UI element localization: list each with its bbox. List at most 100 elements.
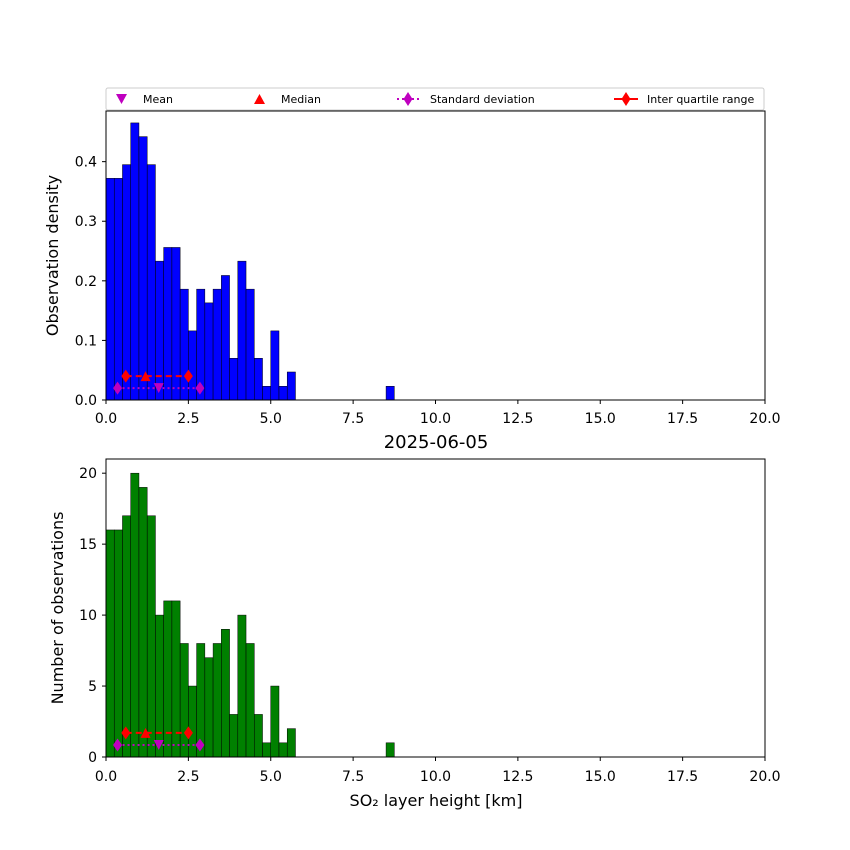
x-tick-label: 12.5 (502, 411, 533, 427)
histogram-bar (262, 742, 272, 758)
y-axis-label: Number of observations (48, 512, 67, 705)
iqr-endpoint-marker (183, 369, 193, 383)
histogram-bar (113, 529, 123, 758)
x-ticks: 0.0 2.5 5.0 7.5 10.0 12.5 15.0 17.5 20.0 (95, 757, 781, 785)
histogram-bar (122, 164, 131, 401)
histogram-bar (270, 330, 280, 401)
x-tick-label: 17.5 (667, 769, 698, 785)
x-tick-label: 7.5 (342, 411, 364, 427)
histogram-bar (385, 386, 395, 401)
mean-marker (153, 739, 164, 750)
x-tick-label: 15.0 (585, 769, 616, 785)
histogram-bars (105, 472, 395, 758)
iqr-endpoint-marker (183, 726, 193, 740)
histogram-bar (221, 275, 230, 401)
std-endpoint-marker (195, 738, 205, 752)
histogram-bar (179, 288, 189, 401)
y-tick-label: 0 (88, 750, 97, 766)
histogram-bar (221, 629, 230, 758)
histogram-bar (105, 178, 115, 401)
legend-label-std: Standard deviation (430, 93, 535, 106)
std-marker-icon (403, 92, 413, 106)
legend-item-iqr: Inter quartile range (614, 92, 754, 106)
histogram-bar (245, 643, 255, 758)
x-tick-label: 20.0 (749, 411, 780, 427)
x-ticks: 0.0 2.5 5.0 7.5 10.0 12.5 15.0 17.5 20.0 (95, 400, 781, 427)
y-ticks: 0.0 0.1 0.2 0.3 0.4 (75, 155, 106, 409)
y-tick-label: 0.4 (75, 155, 97, 171)
histogram-bar (254, 714, 263, 758)
x-tick-label: 17.5 (667, 411, 698, 427)
y-tick-label: 15 (79, 537, 97, 553)
histogram-bar (130, 472, 140, 758)
density-histogram-panel: Observation density 0.0 2.5 5.0 7.5 10.0 12.5… (43, 110, 781, 427)
histogram-bar (278, 742, 288, 758)
std-endpoint-marker (113, 738, 123, 752)
histogram-bar (179, 643, 189, 758)
y-tick-label: 20 (79, 466, 97, 482)
y-tick-label: 10 (79, 608, 97, 624)
histogram-bar (130, 122, 140, 401)
x-tick-label: 10.0 (420, 769, 451, 785)
histogram-bar (278, 386, 288, 401)
mean-marker (153, 383, 164, 394)
x-tick-label: 5.0 (260, 411, 282, 427)
y-tick-label: 0.1 (75, 333, 97, 349)
legend-frame (105, 87, 765, 111)
x-tick-label: 15.0 (585, 411, 616, 427)
x-tick-label: 12.5 (502, 769, 533, 785)
x-tick-label: 0.0 (95, 769, 117, 785)
median-marker-icon (254, 94, 265, 104)
histogram-bar (212, 643, 222, 758)
histogram-bar (237, 260, 247, 401)
x-tick-label: 2.5 (177, 769, 199, 785)
x-tick-label: 0.0 (95, 411, 117, 427)
histogram-bar (146, 164, 156, 401)
std-endpoint-marker (113, 381, 123, 395)
median-marker (140, 727, 151, 738)
y-ticks: 0 5 10 15 20 (79, 466, 106, 766)
y-tick-label: 0.0 (75, 393, 97, 409)
histogram-bar (262, 386, 272, 401)
histogram-bar (254, 358, 263, 401)
histogram-bar (188, 685, 197, 758)
histogram-bar (188, 330, 197, 401)
histogram-bar (113, 178, 123, 401)
histogram-bar (138, 136, 148, 401)
statistics-overlay (113, 726, 205, 752)
iqr-marker-icon (621, 92, 631, 106)
statistics-overlay (113, 369, 205, 395)
x-axis-label: SO₂ layer height [km] (350, 791, 523, 810)
histogram-bar (229, 714, 239, 758)
panel-title: 2025-06-05 (384, 432, 489, 453)
legend-label-iqr: Inter quartile range (647, 93, 754, 106)
y-tick-label: 5 (88, 679, 97, 695)
histogram-bar (286, 371, 296, 401)
count-histogram-panel: 2025-06-05 Number of observations SO₂ la… (48, 432, 781, 810)
histogram-bars (105, 122, 395, 401)
x-tick-label: 2.5 (177, 411, 199, 427)
x-tick-label: 10.0 (420, 411, 451, 427)
y-axis-label: Observation density (43, 175, 62, 336)
iqr-endpoint-marker (121, 726, 131, 740)
legend-item-median: Median (254, 93, 321, 106)
legend-label-mean: Mean (143, 93, 173, 106)
histogram-bar (122, 515, 131, 758)
mean-marker-icon (116, 94, 127, 104)
histogram-bar (105, 529, 115, 758)
x-tick-label: 7.5 (342, 769, 364, 785)
histogram-bar (146, 515, 156, 758)
legend-item-std: Standard deviation (397, 92, 535, 106)
iqr-endpoint-marker (121, 369, 131, 383)
histogram-bar (229, 358, 239, 401)
histogram-bar (286, 728, 296, 758)
histogram-bar (212, 288, 222, 401)
histogram-bar (204, 657, 214, 758)
histogram-bar (245, 288, 255, 401)
histogram-bar (237, 614, 247, 758)
y-tick-label: 0.2 (75, 274, 97, 290)
histogram-bar (138, 487, 148, 758)
histogram-bar (385, 742, 395, 758)
median-marker (140, 371, 151, 382)
